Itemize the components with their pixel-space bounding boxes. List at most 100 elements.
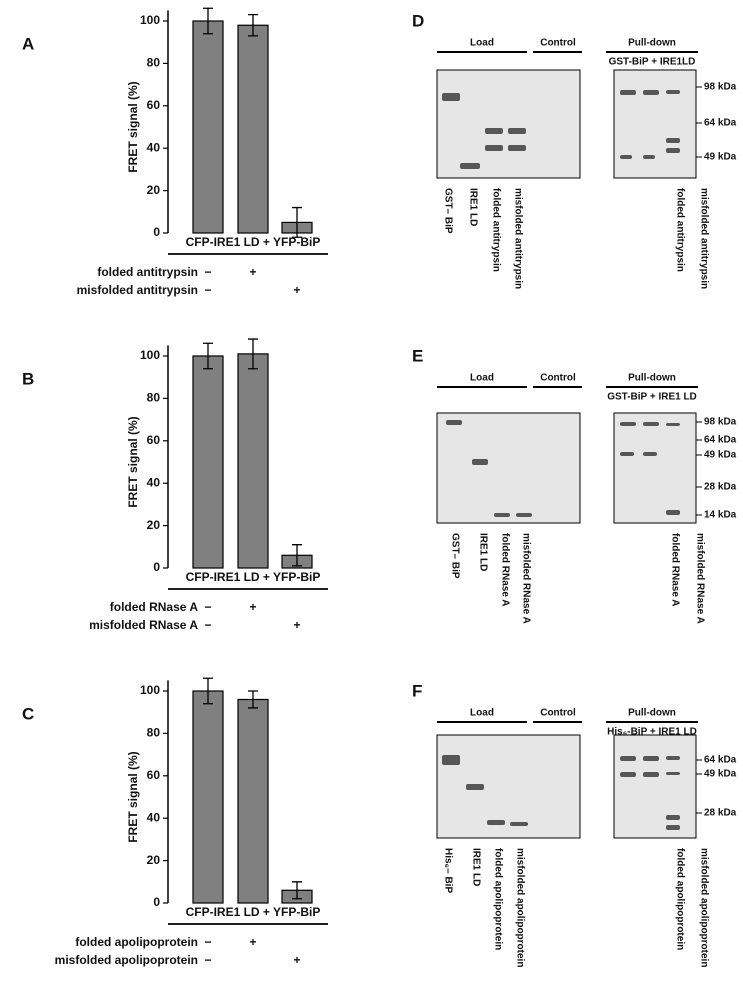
marker-label: 64 kDa xyxy=(704,118,737,129)
gel-band xyxy=(643,756,659,761)
lane-label: misfolded antitrypsin xyxy=(512,188,523,289)
lane-label: misfolded RNase A xyxy=(694,533,705,624)
marker-label: 64 kDa xyxy=(704,755,737,766)
x-axis-label: CFP-IRE1 LD + YFP-BiP xyxy=(186,235,321,249)
error-bar xyxy=(292,881,302,900)
y-tick-label: 100 xyxy=(140,13,160,27)
marker-label: 28 kDa xyxy=(704,482,737,493)
marker-label: 28 kDa xyxy=(704,808,737,819)
condition-mark: − xyxy=(204,935,211,949)
y-tick-label: 100 xyxy=(140,683,160,697)
y-tick-label: 40 xyxy=(147,140,161,154)
condition-label: misfolded antitrypsin xyxy=(77,283,198,297)
gel-band xyxy=(643,772,659,777)
condition-mark: − xyxy=(204,618,211,632)
lane-label: IRE1 LD xyxy=(477,533,488,571)
y-axis-label: FRET signal (%) xyxy=(126,751,140,842)
condition-mark: + xyxy=(249,935,256,949)
gel-band xyxy=(485,145,503,151)
marker-label: 98 kDa xyxy=(704,82,737,93)
lane-label: folded antitrypsin xyxy=(674,188,685,272)
y-tick-label: 100 xyxy=(140,348,160,362)
y-tick-label: 60 xyxy=(147,98,161,112)
condition-mark: + xyxy=(249,600,256,614)
condition-label: folded apolipoprotein xyxy=(75,935,198,949)
gel-band xyxy=(666,510,680,515)
y-axis-label: FRET signal (%) xyxy=(126,416,140,507)
gel-band xyxy=(620,155,632,159)
gel-band xyxy=(620,422,636,426)
error-bar xyxy=(248,338,258,370)
group-label: Pull-down xyxy=(628,373,676,384)
gel-band xyxy=(643,452,657,456)
lane-label: GST– BiP xyxy=(442,188,453,234)
gel-image xyxy=(436,412,581,524)
gel-band xyxy=(643,422,659,426)
condition-mark: − xyxy=(204,953,211,967)
condition-label: folded antitrypsin xyxy=(97,265,198,279)
panel-label: D xyxy=(412,11,424,30)
condition-label: misfolded apolipoprotein xyxy=(55,953,198,967)
gel-band xyxy=(442,755,460,765)
bar xyxy=(192,355,224,569)
y-tick-label: 20 xyxy=(147,183,161,197)
gel-band xyxy=(666,138,680,143)
marker-label: 49 kDa xyxy=(704,769,737,780)
gel-band xyxy=(485,128,503,134)
pulldown-label: GST-BiP + IRE1LD xyxy=(609,57,696,68)
marker-label: 98 kDa xyxy=(704,417,737,428)
gel-band xyxy=(508,128,526,134)
gel-band xyxy=(666,772,680,775)
gel-band xyxy=(666,756,680,760)
condition-mark: + xyxy=(293,953,300,967)
condition-label: folded RNase A xyxy=(110,600,199,614)
y-tick-label: 80 xyxy=(147,726,161,740)
panel-label: B xyxy=(22,369,34,388)
group-label: Load xyxy=(470,373,494,384)
gel-band xyxy=(510,822,528,826)
y-tick-label: 0 xyxy=(153,225,160,239)
marker-label: 14 kDa xyxy=(704,510,737,521)
gel-band xyxy=(666,815,680,820)
lane-label: His₆– BiP xyxy=(442,848,453,893)
lane-label: folded apolipoprotein xyxy=(492,848,503,950)
group-label: Pull-down xyxy=(628,38,676,49)
error-bar xyxy=(203,7,213,35)
y-tick-label: 20 xyxy=(147,853,161,867)
x-axis-label: CFP-IRE1 LD + YFP-BiP xyxy=(186,905,321,919)
bar xyxy=(192,690,224,904)
lane-label: IRE1 LD xyxy=(467,188,478,226)
error-bar xyxy=(292,206,302,238)
gel-band xyxy=(666,423,680,426)
gel-band xyxy=(466,784,484,790)
panel-label: C xyxy=(22,704,34,723)
gel-band xyxy=(446,420,462,425)
gel-band xyxy=(460,163,480,169)
gel-image xyxy=(613,734,697,839)
lane-label: IRE1 LD xyxy=(470,848,481,886)
gel-band xyxy=(442,93,460,101)
gel-band xyxy=(620,756,636,761)
marker-label: 64 kDa xyxy=(704,435,737,446)
pulldown-label: GST-BiP + IRE1 LD xyxy=(607,392,697,403)
y-tick-label: 40 xyxy=(147,810,161,824)
group-label: Control xyxy=(540,38,576,49)
gel-band xyxy=(620,772,636,777)
condition-mark: + xyxy=(249,265,256,279)
error-bar xyxy=(248,690,258,709)
gel-band xyxy=(516,513,532,517)
condition-mark: + xyxy=(293,283,300,297)
gel-image xyxy=(613,412,697,524)
lane-label: GST– BiP xyxy=(449,533,460,579)
lane-label: misfolded RNase A xyxy=(520,533,531,624)
error-bar xyxy=(203,342,213,370)
y-tick-label: 80 xyxy=(147,56,161,70)
gel-image xyxy=(613,69,697,179)
gel-band xyxy=(643,90,659,95)
y-tick-label: 20 xyxy=(147,518,161,532)
gel-band xyxy=(487,820,505,825)
gel-image xyxy=(436,69,581,179)
panel-label: F xyxy=(412,681,422,700)
error-bar xyxy=(292,544,302,567)
